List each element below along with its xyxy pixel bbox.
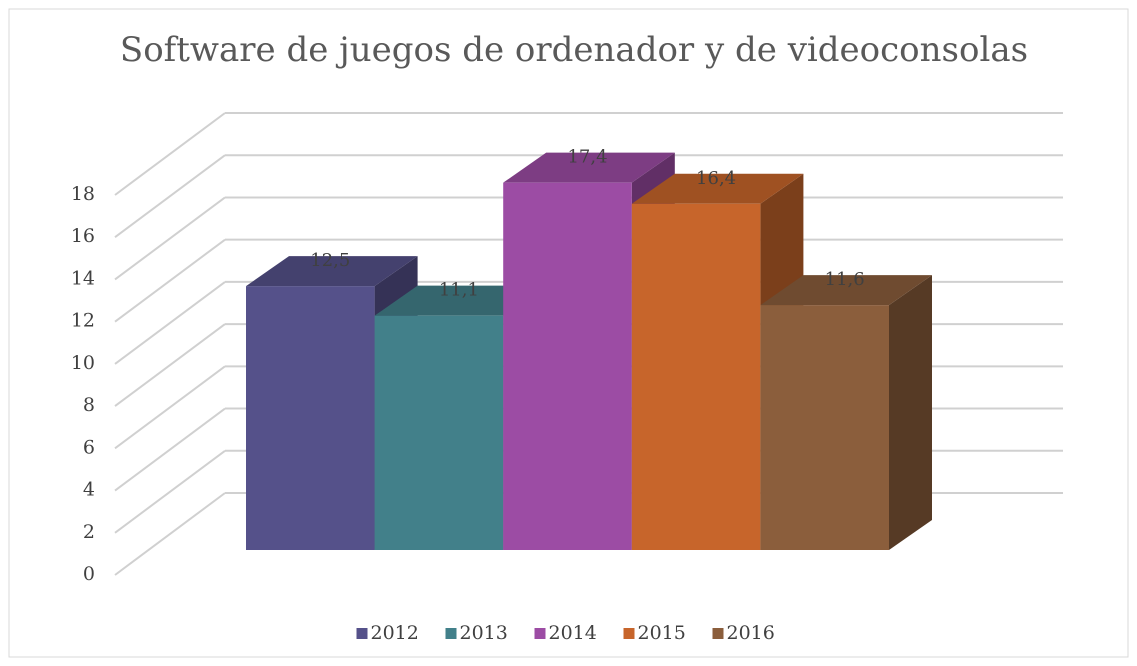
grid-line-side — [114, 112, 226, 196]
y-tick-label: 4 — [83, 479, 95, 501]
data-label: 11,1 — [439, 280, 479, 301]
bar-top — [503, 152, 675, 183]
grid-line-side — [114, 407, 226, 492]
data-label: 17,4 — [567, 147, 607, 168]
grid-line-side — [114, 323, 226, 407]
legend-label: 2014 — [549, 622, 597, 644]
bar-top — [246, 256, 418, 287]
y-tick-label: 8 — [83, 394, 95, 416]
y-tick-label: 12 — [71, 310, 95, 332]
y-tick-label: 10 — [71, 352, 95, 374]
y-tick-label: 14 — [71, 267, 95, 289]
data-label: 11,6 — [825, 269, 865, 290]
legend-label: 2015 — [638, 622, 686, 644]
grid-line-side — [114, 238, 226, 323]
y-tick-label: 0 — [83, 563, 95, 585]
bar — [760, 305, 889, 550]
bar-top — [631, 173, 804, 204]
data-label: 16,4 — [696, 168, 736, 189]
legend-label: 2016 — [727, 622, 775, 644]
grid-line-side — [114, 492, 226, 576]
bar — [503, 182, 632, 550]
chart-title: Software de juegos de ordenador y de vid… — [120, 30, 1028, 70]
grid-line-side — [114, 449, 226, 534]
legend-swatch — [445, 628, 457, 639]
bar — [374, 315, 504, 550]
y-tick-label: 6 — [83, 436, 95, 458]
grid-line-side — [114, 281, 226, 365]
legend-swatch — [712, 628, 724, 639]
bar — [631, 203, 761, 550]
legend-swatch — [534, 628, 546, 639]
y-tick-label: 18 — [71, 183, 95, 205]
legend-label: 2012 — [371, 622, 419, 644]
grid-line-side — [114, 365, 226, 450]
legend-label: 2013 — [460, 622, 508, 644]
data-label: 12,5 — [310, 250, 350, 271]
grid-line-side — [114, 196, 226, 281]
bar — [246, 286, 375, 550]
legend-swatch — [623, 628, 635, 639]
y-tick-label: 2 — [83, 521, 95, 543]
bar-top — [760, 275, 932, 306]
bar-side — [889, 275, 932, 550]
legend-swatch — [356, 628, 368, 639]
grid-line-side — [114, 154, 226, 239]
y-tick-label: 16 — [71, 225, 95, 247]
